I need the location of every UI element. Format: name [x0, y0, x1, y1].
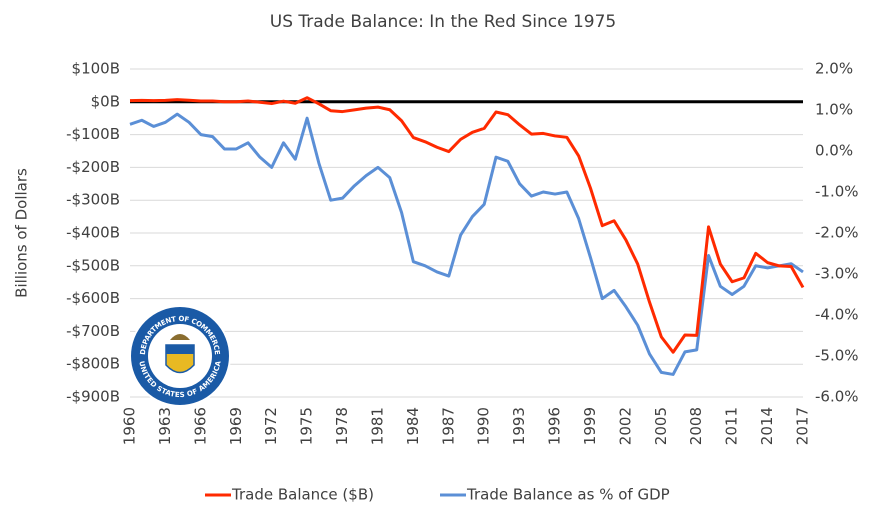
- x-tick-label: 1978: [333, 407, 351, 445]
- y-tick-label: $100B: [72, 60, 120, 78]
- x-tick-label: 2005: [652, 407, 670, 445]
- x-tick-label: 1999: [581, 407, 599, 445]
- x-tick-label: 1987: [439, 407, 457, 445]
- x-tick-label: 2017: [794, 407, 812, 445]
- seal-eagle: [170, 334, 190, 340]
- y2-tick-label: 1.0%: [815, 101, 853, 119]
- seal-chief: [166, 345, 194, 354]
- y-tick-label: $0B: [91, 92, 120, 110]
- x-tick-label: 2014: [758, 407, 776, 445]
- y2-tick-label: -4.0%: [815, 306, 859, 324]
- y2-tick-label: -6.0%: [815, 388, 859, 406]
- x-tick-label: 2002: [616, 407, 634, 445]
- data-line: [129, 96, 805, 354]
- x-tick-label: 1996: [546, 407, 564, 445]
- x-tick-label: 1969: [227, 407, 245, 445]
- x-tick-label: 1975: [298, 407, 316, 445]
- legend-label: Trade Balance ($B): [231, 486, 374, 504]
- y2-tick-label: -3.0%: [815, 265, 859, 283]
- legend-label: Trade Balance as % of GDP: [466, 486, 670, 504]
- x-tick-label: 2008: [687, 407, 705, 445]
- x-tick-label: 1963: [156, 407, 174, 445]
- x-tick-label: 1966: [191, 407, 209, 445]
- y-tick-label: -$300B: [66, 191, 120, 209]
- y-tick-label: -$800B: [66, 355, 120, 373]
- y-tick-label: -$400B: [66, 224, 120, 242]
- y-tick-label: -$200B: [66, 158, 120, 176]
- y2-tick-label: 0.0%: [815, 142, 853, 160]
- y-tick-label: -$100B: [66, 125, 120, 143]
- chart-title: US Trade Balance: In the Red Since 1975: [270, 12, 616, 32]
- y2-tick-label: -1.0%: [815, 183, 859, 201]
- x-tick-label: 2011: [723, 407, 741, 445]
- y2-tick-label: -2.0%: [815, 224, 859, 242]
- y2-tick-label: 2.0%: [815, 60, 853, 78]
- x-tick-label: 1990: [475, 407, 493, 445]
- y-axis-title: Billions of Dollars: [13, 168, 31, 298]
- y2-tick-label: -5.0%: [815, 347, 859, 365]
- x-tick-label: 1984: [404, 407, 422, 445]
- y-tick-label: -$700B: [66, 322, 120, 340]
- y-tick-label: -$600B: [66, 289, 120, 307]
- x-tick-label: 1993: [510, 407, 528, 445]
- y-tick-label: -$500B: [66, 256, 120, 274]
- y-tick-label: -$900B: [66, 388, 120, 406]
- x-tick-label: 1972: [262, 407, 280, 445]
- x-tick-label: 1981: [368, 407, 386, 445]
- data-line: [129, 112, 804, 376]
- x-tick-label: 1960: [121, 407, 139, 445]
- logo: DEPARTMENT OF COMMERCE UNITED STATES OF …: [129, 305, 231, 407]
